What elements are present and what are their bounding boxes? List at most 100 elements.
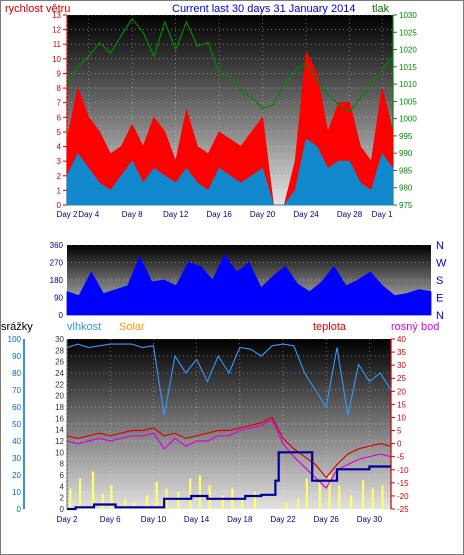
precip-tick-label: 10: [55, 448, 64, 457]
top-x-tick-label: Day 2: [57, 210, 78, 219]
precip-tick-label: 4: [60, 482, 65, 491]
precip-tick-label: 22: [55, 380, 64, 389]
top-right-tick-label: 980: [399, 184, 413, 193]
precip-tick-label: 6: [60, 471, 65, 480]
temp-tick-label: 35: [397, 348, 406, 357]
precip-tick-label: 12: [55, 437, 64, 446]
top-right-tick-label: 975: [399, 201, 413, 210]
solar-bar: [110, 485, 113, 509]
temp-tick-label: 10: [397, 413, 406, 422]
solar-bar: [132, 502, 136, 509]
top-x-tick-label: Day 12: [163, 210, 189, 219]
bottom-x-tick-label: Day 14: [184, 515, 210, 524]
top-left-tick-label: 3: [57, 157, 62, 166]
solar-bar: [361, 480, 365, 509]
top-x-tick-label: Day 20: [250, 210, 276, 219]
solar-bar: [297, 498, 300, 509]
top-right-tick-label: 1000: [399, 115, 417, 124]
top-x-tick-label: Day 16: [206, 210, 232, 219]
solar-bar: [145, 495, 149, 509]
wind-gust-area: [66, 138, 394, 206]
humidity-axis-title: vlhkost: [67, 321, 102, 333]
temp-tick-label: -10: [397, 466, 409, 475]
solar-bar: [328, 475, 331, 509]
top-x-tick-label: Day 1: [372, 210, 393, 219]
solar-bar: [285, 502, 288, 509]
humidity-tick-label: 70: [12, 386, 21, 395]
compass-label: N: [436, 310, 444, 322]
direction-tick-label: 270: [50, 259, 64, 268]
solar-bar: [177, 492, 180, 509]
humidity-tick-label: 60: [12, 403, 21, 412]
humidity-tick-label: 50: [12, 420, 21, 429]
top-left-tick-label: 8: [57, 84, 62, 93]
bottom-x-tick-label: Day 18: [227, 515, 253, 524]
solar-bar: [124, 498, 127, 509]
top-left-tick-label: 13: [52, 11, 61, 20]
dew-axis-title: rosný bod: [391, 321, 440, 333]
solar-bar: [91, 471, 95, 509]
top-left-axis-title: rychlost větru: [5, 3, 71, 15]
top-left-tick-label: 12: [52, 26, 61, 35]
temp-tick-label: 30: [397, 361, 406, 370]
precip-tick-label: 0: [60, 505, 65, 514]
solar-bar: [253, 492, 257, 509]
top-left-tick-label: 6: [57, 113, 62, 122]
precip-axis-title: srážky: [1, 321, 33, 333]
direction-tick-label: 180: [50, 276, 64, 285]
solar-bar: [189, 478, 192, 509]
solar-legend-label: Solar: [119, 321, 145, 333]
top-right-tick-label: 1030: [399, 11, 417, 20]
top-left-tick-label: 1: [57, 186, 62, 195]
direction-tick-label: 360: [50, 241, 64, 250]
top-chart-title: Current last 30 days 31 January 2014: [172, 3, 356, 15]
precip-tick-label: 28: [55, 346, 64, 355]
humidity-tick-label: 80: [12, 369, 21, 378]
temp-tick-label: -25: [397, 505, 409, 514]
solar-bar: [101, 493, 104, 509]
compass-label: S: [436, 275, 443, 287]
precip-tick-label: 20: [55, 392, 64, 401]
top-right-tick-label: 1010: [399, 80, 417, 89]
humidity-tick-label: 100: [8, 335, 22, 344]
pressure-line: [66, 17, 394, 113]
humidity-tick-label: 40: [12, 437, 21, 446]
bottom-x-tick-label: Day 22: [270, 515, 296, 524]
temp-tick-label: 15: [397, 400, 406, 409]
humidity-tick-label: 20: [12, 471, 21, 480]
bottom-x-tick-label: Day 2: [57, 515, 78, 524]
temp-tick-label: 25: [397, 374, 406, 383]
top-left-tick-label: 10: [52, 55, 61, 64]
top-left-tick-label: 9: [57, 69, 62, 78]
top-left-tick-label: 11: [53, 40, 62, 49]
compass-label: E: [436, 293, 443, 305]
solar-bar: [155, 481, 158, 509]
top-x-tick-label: Day 8: [122, 210, 143, 219]
solar-bar: [240, 500, 244, 509]
precip-tick-label: 16: [55, 414, 64, 423]
top-right-tick-label: 1005: [399, 97, 417, 106]
temp-tick-label: 5: [397, 427, 402, 436]
solar-bar: [371, 488, 374, 509]
humidity-tick-label: 10: [12, 488, 21, 497]
bottom-x-tick-label: Day 10: [141, 515, 167, 524]
direction-tick-label: 0: [59, 311, 64, 320]
solar-bar: [78, 478, 82, 509]
top-x-tick-label: Day 4: [78, 210, 99, 219]
bottom-x-tick-label: Day 30: [357, 515, 383, 524]
solar-bar: [318, 481, 321, 509]
humidity-tick-label: 0: [17, 505, 22, 514]
bottom-x-tick-label: Day 26: [314, 515, 340, 524]
precip-tick-label: 8: [60, 460, 65, 469]
bottom-x-tick-label: Day 6: [100, 515, 121, 524]
direction-tick-label: 90: [54, 294, 63, 303]
solar-bar: [221, 495, 224, 509]
solar-bar: [350, 495, 353, 509]
temperature-line: [66, 416, 392, 479]
temp-tick-label: 20: [397, 387, 406, 396]
solar-bar: [338, 485, 341, 509]
temp-tick-label: -5: [397, 453, 405, 462]
temp-tick-label: 0: [397, 440, 402, 449]
